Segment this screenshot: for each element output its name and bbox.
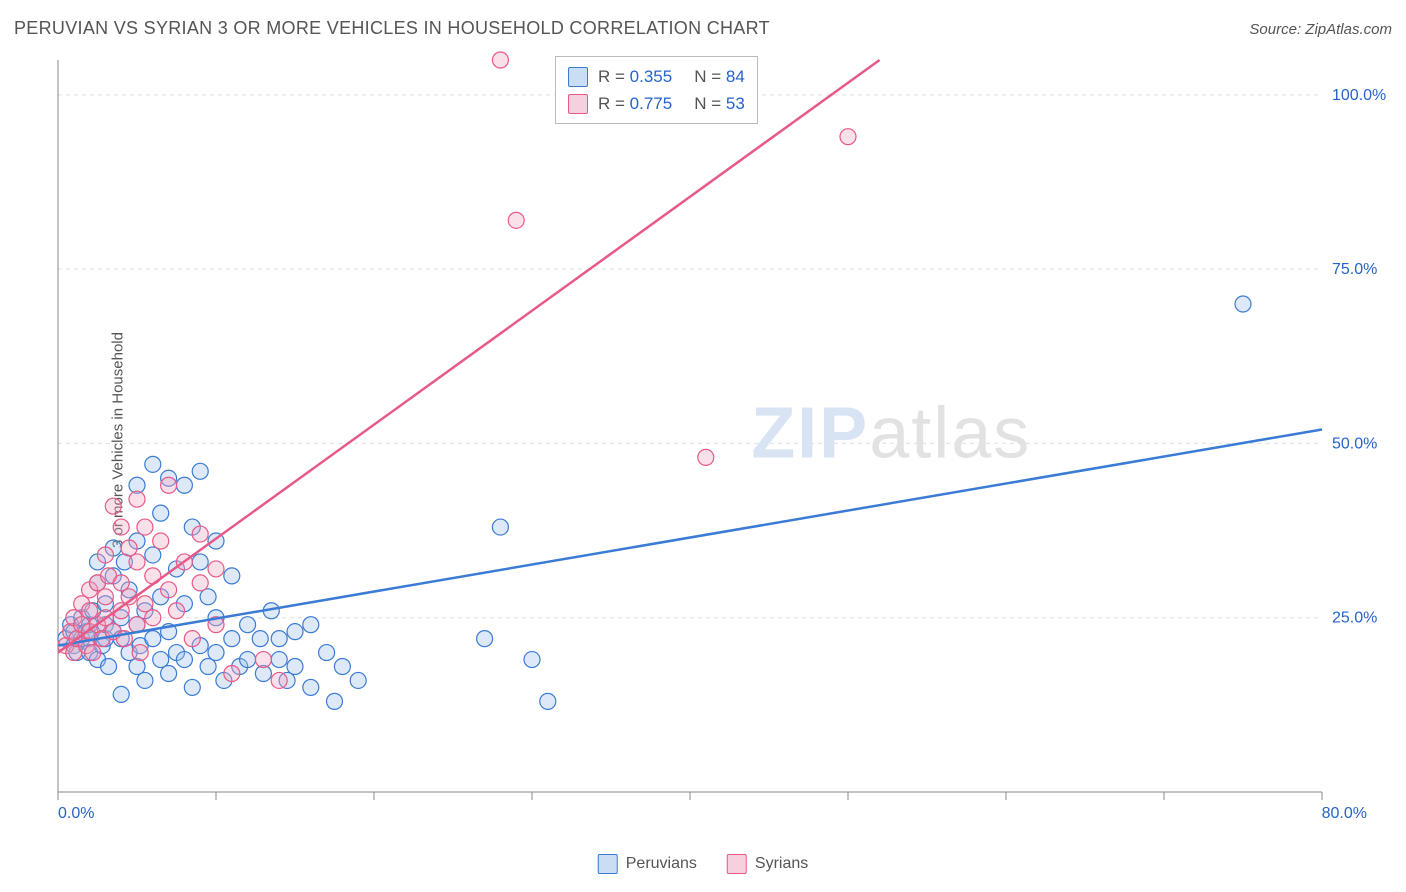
chart-title: PERUVIAN VS SYRIAN 3 OR MORE VEHICLES IN… — [14, 18, 770, 39]
stat-r: R = 0.775 — [598, 90, 672, 117]
legend-label: Peruvians — [626, 855, 697, 873]
stat-n: N = 53 — [694, 90, 745, 117]
source-link[interactable]: ZipAtlas.com — [1305, 21, 1392, 38]
series-legend: Peruvians Syrians — [598, 854, 809, 874]
legend-swatch — [598, 854, 618, 874]
legend-swatch — [727, 854, 747, 874]
svg-text:ZIPatlas: ZIPatlas — [751, 393, 1031, 473]
svg-text:80.0%: 80.0% — [1322, 805, 1367, 822]
svg-text:75.0%: 75.0% — [1332, 261, 1377, 278]
svg-text:25.0%: 25.0% — [1332, 610, 1377, 627]
legend-item-peruvians: Peruvians — [598, 854, 697, 874]
stats-swatch — [568, 94, 588, 114]
header: PERUVIAN VS SYRIAN 3 OR MORE VEHICLES IN… — [14, 18, 1392, 39]
stats-swatch — [568, 67, 588, 87]
plot-area: 25.0% 50.0% 75.0% 100.0% ZIPatlas 0.0% 80.0% — [56, 50, 1392, 822]
stats-row: R = 0.355 N = 84 — [568, 63, 745, 90]
stat-r: R = 0.355 — [598, 63, 672, 90]
source-attribution: Source: ZipAtlas.com — [1249, 21, 1392, 38]
scatter-chart: 25.0% 50.0% 75.0% 100.0% ZIPatlas 0.0% 80.0% — [56, 50, 1392, 822]
svg-text:50.0%: 50.0% — [1332, 435, 1377, 452]
svg-text:100.0%: 100.0% — [1332, 87, 1386, 104]
stat-n: N = 84 — [694, 63, 745, 90]
stats-legend-box: R = 0.355 N = 84 R = 0.775 N = 53 — [555, 56, 758, 124]
legend-label: Syrians — [755, 855, 808, 873]
legend-item-syrians: Syrians — [727, 854, 808, 874]
stats-row: R = 0.775 N = 53 — [568, 90, 745, 117]
svg-text:0.0%: 0.0% — [58, 805, 94, 822]
